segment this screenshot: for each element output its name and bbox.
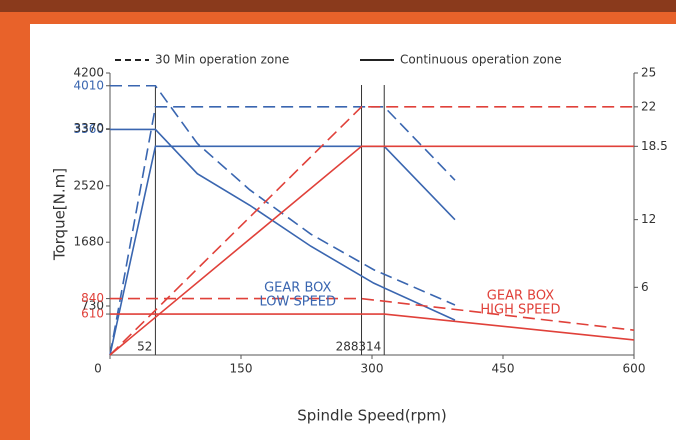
x-axis-label: Spindle Speed(rpm)	[297, 407, 446, 425]
annotation: GEAR BOX	[487, 288, 554, 303]
x-tick-label: 300	[361, 362, 384, 376]
y-tick-label: 4200	[73, 66, 104, 80]
series-line	[109, 145, 634, 356]
y-axis-label: Torque[N.m]	[51, 168, 69, 261]
legend-label: 30 Min operation zone	[155, 53, 289, 67]
y-tick-label: 1680	[73, 235, 104, 249]
series-line	[109, 106, 456, 356]
y2-tick-label: 22	[641, 99, 656, 113]
x-tick-label: 600	[623, 362, 646, 376]
x-tick-label: 150	[230, 362, 253, 376]
legend-label: Continuous operation zone	[400, 53, 562, 67]
y-tick-label: 610	[81, 307, 104, 321]
annotation: GEAR BOX	[264, 280, 331, 295]
y2-tick-label: 6	[641, 280, 649, 294]
series-line	[110, 128, 456, 321]
y-tick-label: 2520	[73, 178, 104, 192]
annotation: HIGH SPEED	[480, 302, 560, 317]
x-tick-label: 0	[94, 362, 102, 376]
reference-label: 314	[358, 340, 381, 354]
y2-tick-label: 25	[641, 66, 656, 80]
series-line	[110, 297, 635, 331]
top-strip	[0, 0, 676, 12]
series-line	[109, 145, 456, 356]
series-line	[110, 313, 635, 341]
y-tick-label: 730	[81, 298, 104, 312]
reference-label: 52	[137, 340, 152, 354]
series-line	[110, 84, 456, 306]
y2-tick-label: 18.5	[641, 139, 668, 153]
y2-tick-label: 12	[641, 212, 656, 226]
reference-label: 288	[336, 340, 359, 354]
y-tick-label: 3370	[73, 121, 104, 135]
y-tick-label: 3360	[73, 122, 104, 136]
y-tick-label: 840	[81, 291, 104, 305]
series-line	[109, 106, 634, 356]
annotation: LOW SPEED	[260, 294, 337, 309]
x-tick-label: 450	[492, 362, 515, 376]
panel	[30, 24, 676, 440]
y-tick-label: 4010	[73, 78, 104, 92]
